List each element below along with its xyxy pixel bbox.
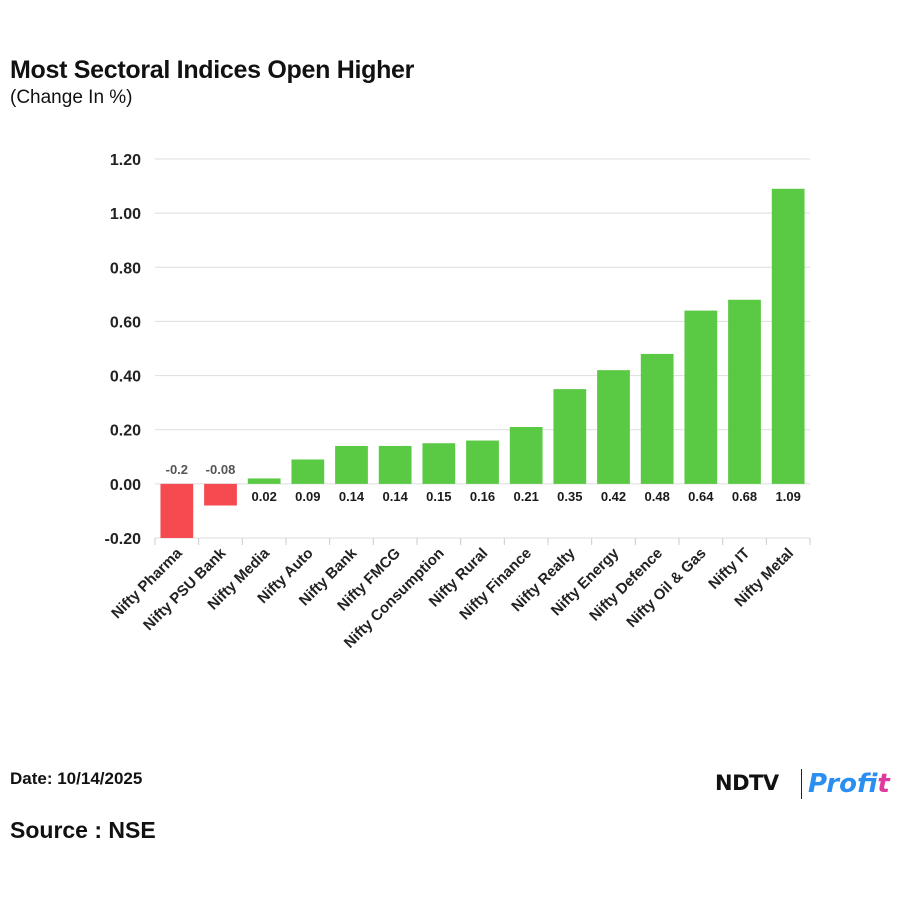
y-tick-label: 0.00	[110, 477, 141, 494]
value-label: 0.14	[339, 489, 365, 504]
logo-brand: NDTV	[715, 771, 779, 795]
ndtv-profit-logo: NDTV Profit	[713, 767, 893, 801]
value-label: 0.02	[252, 489, 277, 504]
value-label: 1.09	[776, 489, 801, 504]
logo-product: Profit	[808, 769, 890, 799]
bar	[204, 483, 237, 506]
y-tick-label: -0.20	[105, 531, 142, 548]
value-label: 0.15	[426, 489, 451, 504]
chart-title: Most Sectoral Indices Open Higher	[10, 56, 415, 84]
value-label: 0.68	[732, 489, 757, 504]
value-label: 0.42	[601, 489, 626, 504]
bar	[291, 459, 325, 484]
value-label: -0.2	[166, 462, 188, 477]
date-label: Date: 10/14/2025	[10, 769, 143, 788]
value-label: 0.35	[557, 489, 582, 504]
value-label: 0.16	[470, 489, 495, 504]
y-tick-label: 0.40	[110, 369, 141, 386]
logo-product-pink: it	[877, 769, 890, 799]
bar	[378, 445, 412, 484]
bar	[422, 443, 456, 484]
bar	[640, 353, 674, 484]
bar	[509, 427, 543, 484]
y-tick-label: 1.20	[110, 152, 141, 169]
value-label: 0.48	[645, 489, 670, 504]
bar	[597, 370, 630, 484]
value-label: 0.21	[514, 489, 539, 504]
bar	[771, 188, 805, 484]
bar	[247, 478, 281, 484]
bar	[160, 483, 194, 538]
y-tick-label: 0.60	[110, 314, 141, 331]
chart-subtitle: (Change In %)	[10, 87, 133, 108]
bar-chart: -0.20 0.00 0.20 0.40 0.60 0.80 1.00 1.20 -0.2 Nif…	[105, 152, 811, 652]
x-tick-label: Nifty Oil & Gas	[623, 545, 709, 631]
bar	[335, 445, 368, 484]
y-tick-label: 0.80	[110, 260, 141, 277]
logo-product-blue: Prof	[808, 769, 878, 799]
y-tick-label: 0.20	[110, 423, 141, 440]
bar	[466, 440, 499, 484]
value-label: 0.09	[295, 489, 320, 504]
source-label: Source : NSE	[10, 817, 156, 843]
bar	[553, 389, 587, 484]
value-label: 0.14	[383, 489, 409, 504]
bar	[728, 299, 761, 484]
y-tick-label: 1.00	[110, 206, 141, 223]
bar	[684, 310, 718, 484]
logo-separator	[801, 769, 802, 799]
value-label: 0.64	[688, 489, 714, 504]
value-label: -0.08	[206, 462, 236, 477]
